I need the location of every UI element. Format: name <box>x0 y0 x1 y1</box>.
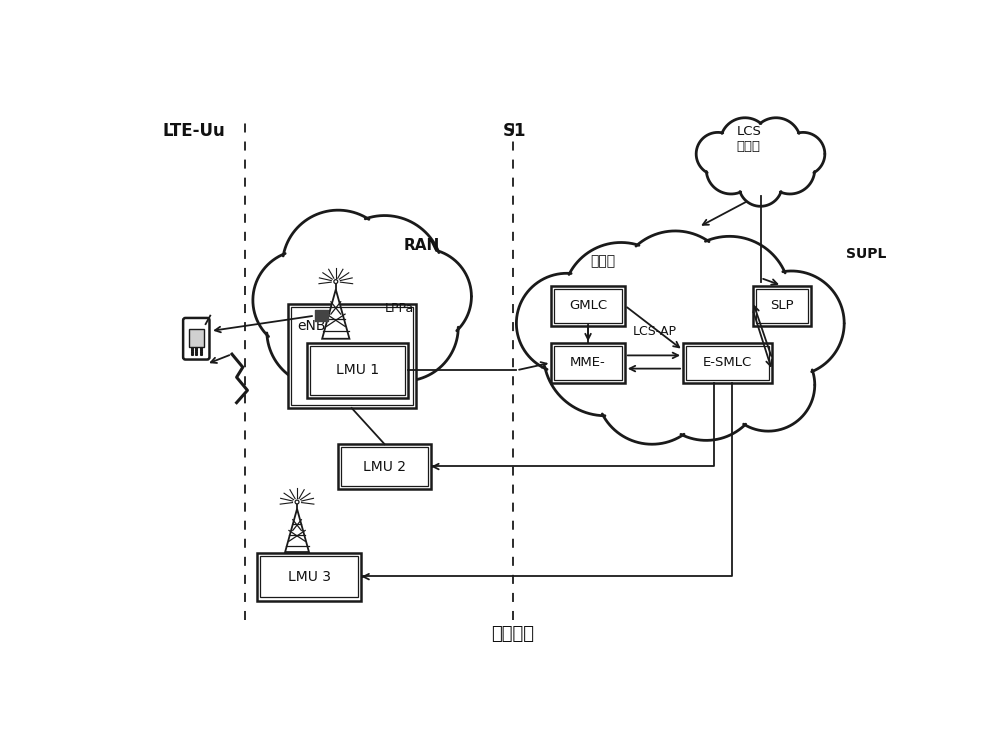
FancyBboxPatch shape <box>341 447 428 486</box>
Circle shape <box>720 118 770 167</box>
FancyBboxPatch shape <box>554 346 622 379</box>
Circle shape <box>282 210 394 321</box>
FancyBboxPatch shape <box>260 556 358 597</box>
FancyBboxPatch shape <box>183 318 209 360</box>
FancyBboxPatch shape <box>288 304 416 408</box>
Circle shape <box>375 249 471 344</box>
Circle shape <box>688 294 809 414</box>
Circle shape <box>596 333 708 444</box>
Polygon shape <box>285 509 309 552</box>
Text: LMU 1: LMU 1 <box>336 363 379 377</box>
Circle shape <box>728 129 793 194</box>
Text: E-SMLC: E-SMLC <box>703 356 752 369</box>
Circle shape <box>706 145 756 194</box>
Text: GMLC: GMLC <box>569 299 607 312</box>
FancyBboxPatch shape <box>291 307 413 405</box>
Circle shape <box>311 300 412 401</box>
Circle shape <box>544 292 668 416</box>
Text: LPPa: LPPa <box>385 302 414 315</box>
FancyBboxPatch shape <box>310 346 405 395</box>
Circle shape <box>516 273 617 374</box>
FancyBboxPatch shape <box>683 343 772 382</box>
Text: LCS-AP: LCS-AP <box>633 325 677 338</box>
FancyBboxPatch shape <box>189 330 204 347</box>
Text: MME-: MME- <box>570 356 606 369</box>
Circle shape <box>739 163 782 206</box>
Polygon shape <box>322 289 349 338</box>
Text: S1: S1 <box>503 122 527 140</box>
Circle shape <box>295 500 299 504</box>
Text: eNB: eNB <box>297 319 326 333</box>
FancyBboxPatch shape <box>257 553 361 601</box>
Circle shape <box>722 338 815 431</box>
Circle shape <box>350 273 458 381</box>
Circle shape <box>669 236 790 357</box>
Circle shape <box>617 231 733 346</box>
FancyBboxPatch shape <box>307 343 408 398</box>
FancyBboxPatch shape <box>554 289 622 322</box>
Circle shape <box>253 250 354 350</box>
Circle shape <box>326 216 443 331</box>
Text: LCS
客户端: LCS 客户端 <box>736 124 761 153</box>
FancyBboxPatch shape <box>686 346 769 379</box>
Text: LMU 2: LMU 2 <box>363 460 406 474</box>
Text: 现有技术: 现有技术 <box>491 625 534 643</box>
Text: SUPL: SUPL <box>846 247 886 261</box>
FancyBboxPatch shape <box>551 343 625 382</box>
Text: LMU 3: LMU 3 <box>288 569 331 583</box>
FancyBboxPatch shape <box>756 289 808 322</box>
Circle shape <box>267 276 378 387</box>
Circle shape <box>334 280 338 284</box>
Circle shape <box>781 132 825 175</box>
Text: RAN: RAN <box>404 238 440 253</box>
Text: SLP: SLP <box>770 299 794 312</box>
FancyBboxPatch shape <box>753 286 811 325</box>
Circle shape <box>751 118 801 167</box>
Circle shape <box>696 132 740 175</box>
FancyBboxPatch shape <box>338 444 431 489</box>
FancyBboxPatch shape <box>551 286 625 325</box>
Circle shape <box>563 243 679 358</box>
Circle shape <box>650 330 762 440</box>
Text: LTE-Uu: LTE-Uu <box>162 122 225 140</box>
Circle shape <box>739 271 844 376</box>
Text: 核心网: 核心网 <box>590 254 615 268</box>
Circle shape <box>765 145 815 194</box>
